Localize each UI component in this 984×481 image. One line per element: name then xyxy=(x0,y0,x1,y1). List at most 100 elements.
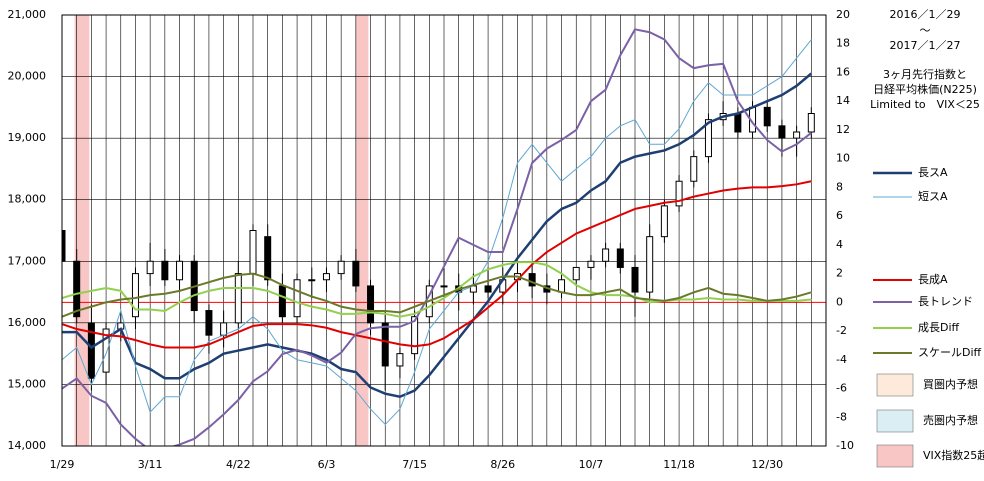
y-tick-label: 19,000 xyxy=(8,131,47,144)
candle-body xyxy=(528,273,536,287)
legend-label: 売圏内予想 xyxy=(923,413,978,427)
y2-tick-label: 16 xyxy=(836,65,850,78)
candle-body xyxy=(807,113,815,133)
annotation: 2016／1／29 xyxy=(890,8,961,21)
legend-label: 短スA xyxy=(918,189,948,203)
y-tick-label: 21,000 xyxy=(8,8,47,21)
candle-body xyxy=(631,266,639,293)
candle-body xyxy=(381,322,389,367)
candle-body xyxy=(704,119,712,158)
legend-swatch xyxy=(876,373,914,397)
plot-marks xyxy=(62,28,826,446)
y2-tick-label: 12 xyxy=(836,123,850,136)
candle-body xyxy=(62,230,66,262)
candle-body xyxy=(87,322,95,379)
candle-body xyxy=(602,248,610,262)
candle-body xyxy=(293,279,301,318)
candle-body xyxy=(396,353,404,367)
candle-body xyxy=(646,236,654,293)
candle-body xyxy=(440,285,448,288)
legend-label: スケールDiff xyxy=(918,346,982,359)
candle-body xyxy=(734,113,742,133)
candle-body xyxy=(249,230,257,275)
y2-tick-label: -10 xyxy=(836,439,854,452)
legend-label: VIX指数25超 xyxy=(923,448,984,462)
candle-body xyxy=(587,260,595,268)
y-tick-label: 14,000 xyxy=(8,439,47,452)
x-tick-label: 7/15 xyxy=(402,458,427,471)
candle-body xyxy=(675,180,683,207)
annotation: 日経平均株価(N225) xyxy=(873,82,977,96)
y2-tick-label: -4 xyxy=(836,353,847,366)
legend-swatch xyxy=(876,444,914,468)
y2-tick-label: 4 xyxy=(836,238,843,251)
series-line xyxy=(62,272,812,318)
x-tick-label: 4/22 xyxy=(226,458,251,471)
x-tick-label: 8/26 xyxy=(490,458,515,471)
candle-body xyxy=(352,260,360,287)
y2-tick-label: 0 xyxy=(836,295,843,308)
x-tick-label: 6/3 xyxy=(318,458,336,471)
y2-tick-label: -8 xyxy=(836,410,847,423)
y2-tick-label: 18 xyxy=(836,37,850,50)
x-tick-label: 3/11 xyxy=(138,458,163,471)
y2-tick-label: 6 xyxy=(836,209,843,222)
series-line xyxy=(62,180,812,349)
annotation: ～ xyxy=(920,24,931,37)
annotation: Limited to VIX＜25 xyxy=(870,98,980,111)
candle-body xyxy=(146,260,154,275)
candle-body xyxy=(411,316,419,355)
candle-body xyxy=(322,273,330,281)
legend-label: 長成A xyxy=(918,273,948,286)
series-line xyxy=(62,72,813,399)
legend-swatch xyxy=(876,409,914,433)
candle-body xyxy=(690,156,698,182)
y-tick-label: 20,000 xyxy=(8,70,47,83)
series-line xyxy=(62,261,812,318)
candle-body xyxy=(572,266,580,281)
candle-body xyxy=(234,273,242,324)
candle-body xyxy=(102,328,110,373)
candle-body xyxy=(176,260,184,281)
candle-body xyxy=(205,310,213,336)
annotation: 2017／1／27 xyxy=(890,39,961,52)
x-tick-label: 10/7 xyxy=(579,458,604,471)
series-line xyxy=(62,39,812,426)
legend-label: 成長Diff xyxy=(918,321,960,334)
labels: 14,000 15,000 16,000 17,000 18,000 19,000 20,0… xyxy=(8,8,984,471)
y2-tick-label: -6 xyxy=(836,382,847,395)
candle-body xyxy=(308,279,316,282)
candle-body xyxy=(73,260,81,318)
vix-region xyxy=(355,15,369,446)
series-line xyxy=(62,28,812,446)
candle-body xyxy=(793,131,801,139)
y2-tick-label: 10 xyxy=(836,152,850,165)
y2-tick-label: 14 xyxy=(836,94,850,107)
candle-body xyxy=(763,106,771,127)
candle-body xyxy=(484,285,492,293)
candle-body xyxy=(264,236,272,281)
vix-region xyxy=(74,15,90,446)
y-tick-label: 15,000 xyxy=(8,377,47,390)
candle-body xyxy=(337,260,345,275)
candle-body xyxy=(558,279,566,293)
x-tick-label: 12/30 xyxy=(751,458,783,471)
y2-tick-label: 8 xyxy=(836,180,843,193)
candle-body xyxy=(220,322,228,336)
legend-label: 長トレンド xyxy=(918,295,973,308)
candle-body xyxy=(616,248,624,268)
x-tick-label: 1/29 xyxy=(50,458,75,471)
y2-tick-label: 2 xyxy=(836,267,843,280)
grid xyxy=(61,14,826,447)
y2-tick-label: 20 xyxy=(836,8,850,21)
candle-body xyxy=(367,285,375,324)
plot-frame xyxy=(61,14,827,447)
regions xyxy=(74,15,369,446)
annotation: 3ヶ月先行指数と xyxy=(883,67,967,81)
y-tick-label: 17,000 xyxy=(8,254,47,267)
legend-label: 買圏内予想 xyxy=(923,377,978,391)
y2-tick-label: -2 xyxy=(836,324,847,337)
legend-label: 長スA xyxy=(918,166,948,179)
candle-body xyxy=(131,273,139,318)
